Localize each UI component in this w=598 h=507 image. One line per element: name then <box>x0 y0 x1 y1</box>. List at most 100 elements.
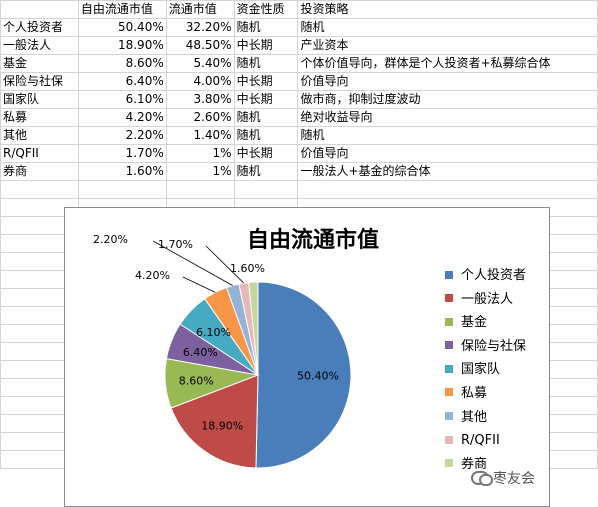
legend-item: 国家队 <box>445 360 526 380</box>
legend-swatch <box>445 317 453 326</box>
legend-swatch <box>445 364 453 373</box>
chart-legend: 个人投资者 一般法人 基金 保险与社保 国家队 私募 其他 R/QFII 券商 <box>445 266 526 478</box>
data-label-7: 1.70% <box>158 238 193 251</box>
table-cell[interactable]: 随机 <box>297 126 598 145</box>
leader-line-5 <box>182 276 216 293</box>
table-cell[interactable]: 50.40% <box>77 18 167 37</box>
table-row: 一般法人 18.90% 48.50% 中长期 产业资本 <box>0 36 598 55</box>
table-cell[interactable]: 48.50% <box>165 36 235 55</box>
legend-label: 券商 <box>461 456 488 472</box>
pie-slice-8[interactable] <box>248 281 259 376</box>
table-cell[interactable]: 随机 <box>297 18 598 37</box>
legend-swatch <box>445 412 453 421</box>
pie-slice-1[interactable] <box>170 374 259 469</box>
legend-item: 券商 <box>445 455 526 475</box>
table-cell[interactable]: 私募 <box>0 108 79 127</box>
legend-item: 私募 <box>445 384 526 404</box>
table-cell[interactable]: 国家队 <box>0 90 79 109</box>
table-row: 券商 1.60% 1% 随机 一般法人+基金的综合体 <box>0 162 598 181</box>
table-cell[interactable]: 1% <box>165 144 235 163</box>
header-cell[interactable]: 流通市值 <box>165 0 235 19</box>
legend-label: 保险与社保 <box>461 338 527 354</box>
table-cell[interactable]: 中长期 <box>233 36 299 55</box>
table-cell[interactable]: 价值导向 <box>297 144 598 163</box>
legend-item: 一般法人 <box>445 290 526 310</box>
table-cell[interactable]: 2.20% <box>77 126 167 145</box>
table-row <box>0 180 598 199</box>
table-cell[interactable]: 4.00% <box>165 72 235 91</box>
header-row: 自由流通市值 流通市值 资金性质 投资策略 <box>0 0 598 19</box>
table-cell[interactable]: 保险与社保 <box>0 72 79 91</box>
table-cell[interactable]: 一般法人 <box>0 36 79 55</box>
empty-cell[interactable] <box>77 180 167 199</box>
table-cell[interactable]: 随机 <box>233 108 299 127</box>
wechat-icon <box>471 471 493 486</box>
header-cell[interactable] <box>0 0 79 19</box>
pie-slice-0[interactable] <box>255 281 352 469</box>
data-label-6: 2.20% <box>93 233 128 246</box>
table-row: R/QFII 1.70% 1% 中长期 价值导向 <box>0 144 598 163</box>
table-cell[interactable]: 一般法人+基金的综合体 <box>297 162 598 181</box>
table-cell[interactable]: 8.60% <box>77 54 167 73</box>
table-cell[interactable]: 2.60% <box>165 108 235 127</box>
data-label-1: 18.90% <box>201 420 243 433</box>
leader-line-7 <box>205 245 245 284</box>
legend-swatch <box>445 388 453 397</box>
table-row: 私募 4.20% 2.60% 随机 绝对收益导向 <box>0 108 598 127</box>
table-cell[interactable]: 个体价值导向，群体是个人投资者+私募综合体 <box>297 54 598 73</box>
pie-svg: 50.40% 18.90% 8.60% 6.40% 6.10% 4.20% 2.20% 1.7… <box>93 233 352 469</box>
leader-line-6 <box>152 240 233 286</box>
empty-cell[interactable] <box>233 180 299 199</box>
empty-cell[interactable] <box>297 180 598 199</box>
table-cell[interactable]: 5.40% <box>165 54 235 73</box>
empty-cell[interactable] <box>165 180 235 199</box>
legend-swatch <box>445 270 453 279</box>
table-cell[interactable]: 券商 <box>0 162 79 181</box>
data-label-5: 4.20% <box>135 269 170 282</box>
table-row: 其他 2.20% 1.40% 随机 随机 <box>0 126 598 145</box>
table-row: 国家队 6.10% 3.80% 中长期 做市商，抑制过度波动 <box>0 90 598 109</box>
legend-item: 保险与社保 <box>445 337 526 357</box>
legend-item: 基金 <box>445 313 526 333</box>
table-cell[interactable]: 随机 <box>233 162 299 181</box>
legend-item: R/QFII <box>445 431 526 451</box>
table-cell[interactable]: 产业资本 <box>297 36 598 55</box>
table-row: 基金 8.60% 5.40% 随机 个体价值导向，群体是个人投资者+私募综合体 <box>0 54 598 73</box>
table-cell[interactable]: 1.70% <box>77 144 167 163</box>
table-cell[interactable]: 绝对收益导向 <box>297 108 598 127</box>
table-cell[interactable]: 基金 <box>0 54 79 73</box>
table-cell[interactable]: 32.20% <box>165 18 235 37</box>
table-cell[interactable]: 6.10% <box>77 90 167 109</box>
table-cell[interactable]: 中长期 <box>233 144 299 163</box>
table-cell[interactable]: 中长期 <box>233 90 299 109</box>
header-cell[interactable]: 资金性质 <box>233 0 299 19</box>
data-label-0: 50.40% <box>297 370 339 383</box>
table-cell[interactable]: 随机 <box>233 18 299 37</box>
legend-label: 基金 <box>461 315 488 331</box>
table-cell[interactable]: 随机 <box>233 126 299 145</box>
legend-item: 其他 <box>445 408 526 428</box>
table-cell[interactable]: 6.40% <box>77 72 167 91</box>
table-cell[interactable]: 4.20% <box>77 108 167 127</box>
table-cell[interactable]: 个人投资者 <box>0 18 79 37</box>
table-cell[interactable]: 做市商，抑制过度波动 <box>297 90 598 109</box>
empty-cell[interactable] <box>0 180 79 199</box>
table-cell[interactable]: R/QFII <box>0 144 79 163</box>
table-cell[interactable]: 1% <box>165 162 235 181</box>
legend-swatch <box>445 459 453 468</box>
pie-chart[interactable]: 自由流通市值 50.40% 18.90% 8.60% 6.40% 6.10% 4.20% 2… <box>64 207 550 507</box>
table-cell[interactable]: 3.80% <box>165 90 235 109</box>
table-row: 保险与社保 6.40% 4.00% 中长期 价值导向 <box>0 72 598 91</box>
table-cell[interactable]: 随机 <box>233 54 299 73</box>
header-cell[interactable]: 投资策略 <box>297 0 598 19</box>
legend-swatch <box>445 294 453 303</box>
legend-label: 一般法人 <box>461 291 514 307</box>
table-cell[interactable]: 价值导向 <box>297 72 598 91</box>
table-cell[interactable]: 1.60% <box>77 162 167 181</box>
table-cell[interactable]: 1.40% <box>165 126 235 145</box>
table-cell[interactable]: 中长期 <box>233 72 299 91</box>
table-cell[interactable]: 其他 <box>0 126 79 145</box>
legend-label: 私募 <box>461 385 488 401</box>
header-cell[interactable]: 自由流通市值 <box>77 0 167 19</box>
table-cell[interactable]: 18.90% <box>77 36 167 55</box>
